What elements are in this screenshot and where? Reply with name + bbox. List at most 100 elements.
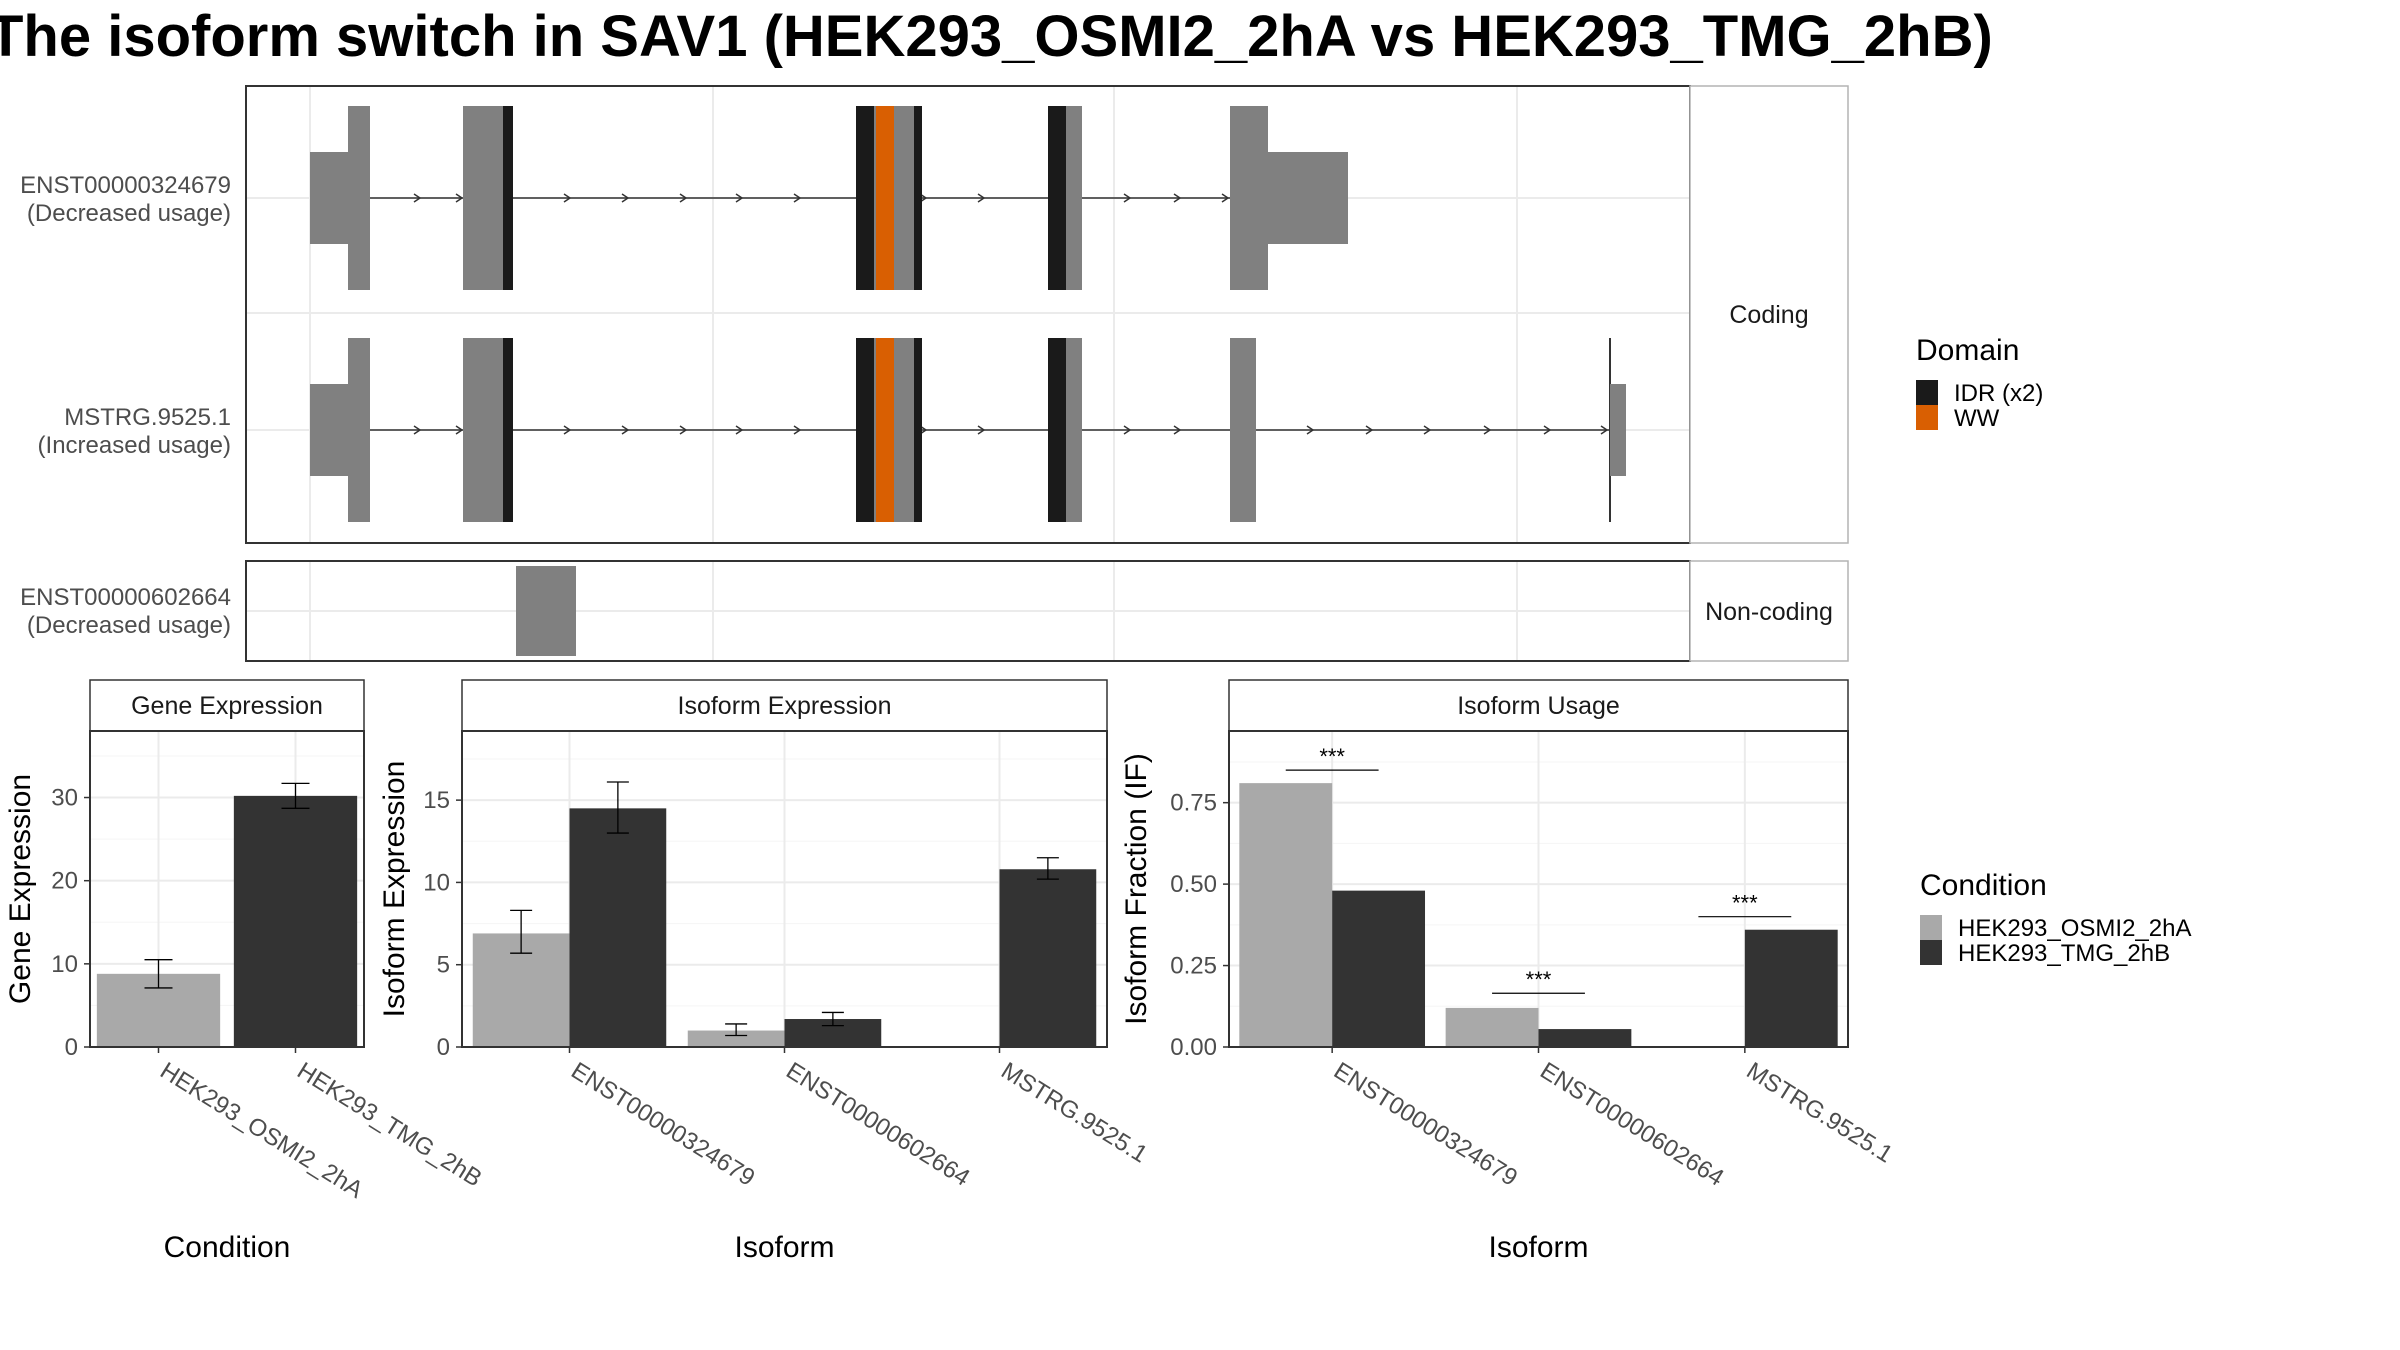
cds-exon bbox=[874, 106, 876, 290]
idr-domain bbox=[1048, 338, 1066, 522]
legend-label: WW bbox=[1954, 405, 2000, 432]
y-tick-label: 0.50 bbox=[1170, 871, 1217, 898]
intron-arrow bbox=[563, 193, 572, 203]
noncoding-strip-label: Non-coding bbox=[1705, 598, 1833, 626]
x-tick-label: ENST00000324679 bbox=[566, 1057, 759, 1192]
legend-swatch bbox=[1920, 940, 1942, 965]
y-tick-label: 0 bbox=[65, 1034, 78, 1061]
intron-arrow bbox=[1123, 193, 1132, 203]
intron-arrow bbox=[735, 425, 744, 435]
y-tick-label: 0.75 bbox=[1170, 790, 1217, 817]
gene-expression-chart: Gene Expression0102030HEK293_OSMI2_2hAHE… bbox=[4, 679, 487, 1264]
y-axis-title: Isoform Expression bbox=[378, 761, 411, 1018]
bar bbox=[1239, 783, 1333, 1047]
x-tick-label: MSTRG.9525.1 bbox=[1742, 1057, 1898, 1168]
cds-exon bbox=[894, 106, 914, 290]
y-tick-label: 10 bbox=[423, 869, 450, 896]
coding-strip-label: Coding bbox=[1729, 301, 1808, 329]
transcript-usage-label: (Increased usage) bbox=[38, 432, 231, 459]
intron-arrow bbox=[1365, 425, 1374, 435]
panel-strip bbox=[1228, 679, 1849, 732]
legend-swatch bbox=[1916, 380, 1938, 405]
utr-exon bbox=[1268, 152, 1348, 244]
cds-exon bbox=[348, 338, 370, 522]
panel-title: Isoform Usage bbox=[1457, 692, 1620, 720]
panel-strip bbox=[461, 679, 1108, 732]
intron-arrow bbox=[679, 193, 688, 203]
cds-exon bbox=[1230, 338, 1256, 522]
cds-exon bbox=[463, 338, 503, 522]
plot-border bbox=[1228, 730, 1849, 1048]
x-tick-label: ENST00000602664 bbox=[1535, 1057, 1728, 1192]
cds-exon bbox=[463, 106, 503, 290]
intron-arrow bbox=[455, 425, 464, 435]
bar bbox=[1744, 929, 1838, 1047]
intron-arrow bbox=[1221, 193, 1230, 203]
bar bbox=[233, 795, 358, 1047]
intron-arrow bbox=[1173, 425, 1182, 435]
transcript-usage-label: (Decreased usage) bbox=[27, 200, 231, 227]
bar bbox=[1332, 890, 1426, 1047]
structure-panel-bg bbox=[246, 86, 1690, 543]
y-tick-label: 5 bbox=[437, 952, 450, 979]
legend-label: HEK293_OSMI2_2hA bbox=[1958, 915, 2191, 942]
transcript-name-label: ENST00000602664 bbox=[20, 584, 231, 611]
panel-title: Isoform Expression bbox=[678, 692, 892, 720]
significance-label: *** bbox=[1319, 744, 1345, 769]
bar bbox=[687, 1030, 785, 1047]
utr-exon bbox=[1610, 384, 1626, 476]
x-tick-label: MSTRG.9525.1 bbox=[996, 1057, 1152, 1168]
bar bbox=[1445, 1007, 1539, 1047]
x-tick-label: ENST00000602664 bbox=[781, 1057, 974, 1192]
intron-arrow bbox=[1423, 425, 1432, 435]
ww-domain bbox=[876, 338, 894, 522]
y-tick-label: 15 bbox=[423, 787, 450, 814]
intron-arrow bbox=[1306, 425, 1315, 435]
y-axis-title: Gene Expression bbox=[4, 774, 37, 1004]
isoform-usage-chart: Isoform Usage 0.00 0.25 0.50 0.75 *** ENST0000… bbox=[1120, 679, 1898, 1264]
intron-arrow bbox=[1483, 425, 1492, 435]
panel-title: Gene Expression bbox=[131, 692, 323, 720]
intron-arrow bbox=[413, 193, 422, 203]
idr-domain bbox=[914, 106, 922, 290]
intron-arrow bbox=[621, 193, 630, 203]
y-tick-label: 30 bbox=[51, 785, 78, 812]
y-tick-label: 10 bbox=[51, 951, 78, 978]
cds-exon bbox=[894, 338, 914, 522]
x-tick-label: ENST00000324679 bbox=[1329, 1057, 1522, 1192]
intron-arrow bbox=[1600, 425, 1609, 435]
noncoding-strip bbox=[1689, 560, 1849, 662]
intron-arrow bbox=[679, 425, 688, 435]
ww-domain bbox=[876, 106, 894, 290]
plot-border bbox=[89, 730, 365, 1048]
cds-exon bbox=[874, 338, 876, 522]
y-tick-label: 20 bbox=[51, 868, 78, 895]
intron-arrow bbox=[413, 425, 422, 435]
legend-title: Domain bbox=[1916, 334, 2019, 367]
bar bbox=[999, 869, 1097, 1047]
x-axis-title: Isoform bbox=[1488, 1231, 1588, 1264]
intron-arrow bbox=[563, 425, 572, 435]
noncoding-exon bbox=[516, 566, 576, 656]
intron-arrow bbox=[977, 193, 986, 203]
cds-exon bbox=[1066, 338, 1082, 522]
coding-strip bbox=[1689, 85, 1849, 544]
legend-label: HEK293_TMG_2hB bbox=[1958, 940, 2170, 967]
y-axis-title: Isoform Fraction (IF) bbox=[1120, 753, 1153, 1025]
x-axis-title: Isoform bbox=[734, 1231, 834, 1264]
idr-domain bbox=[856, 338, 874, 522]
transcript-structure-panel: CodingNon-codingENST00000324679(Decrease… bbox=[20, 85, 1849, 662]
x-axis-title: Condition bbox=[164, 1231, 291, 1264]
domain-legend: Domain IDR (x2)WW bbox=[1916, 334, 2043, 432]
bar bbox=[569, 808, 667, 1047]
idr-domain bbox=[503, 338, 513, 522]
intron-arrow bbox=[793, 425, 802, 435]
isoform-expression-chart: Isoform Expression 0 5 10 15 ENST00000324679 E… bbox=[378, 679, 1152, 1264]
transcript-usage-label: (Decreased usage) bbox=[27, 612, 231, 639]
intron-arrow bbox=[1543, 425, 1552, 435]
intron-arrow bbox=[977, 425, 986, 435]
significance-label: *** bbox=[1526, 967, 1552, 992]
y-tick-label: 0.00 bbox=[1170, 1034, 1217, 1061]
